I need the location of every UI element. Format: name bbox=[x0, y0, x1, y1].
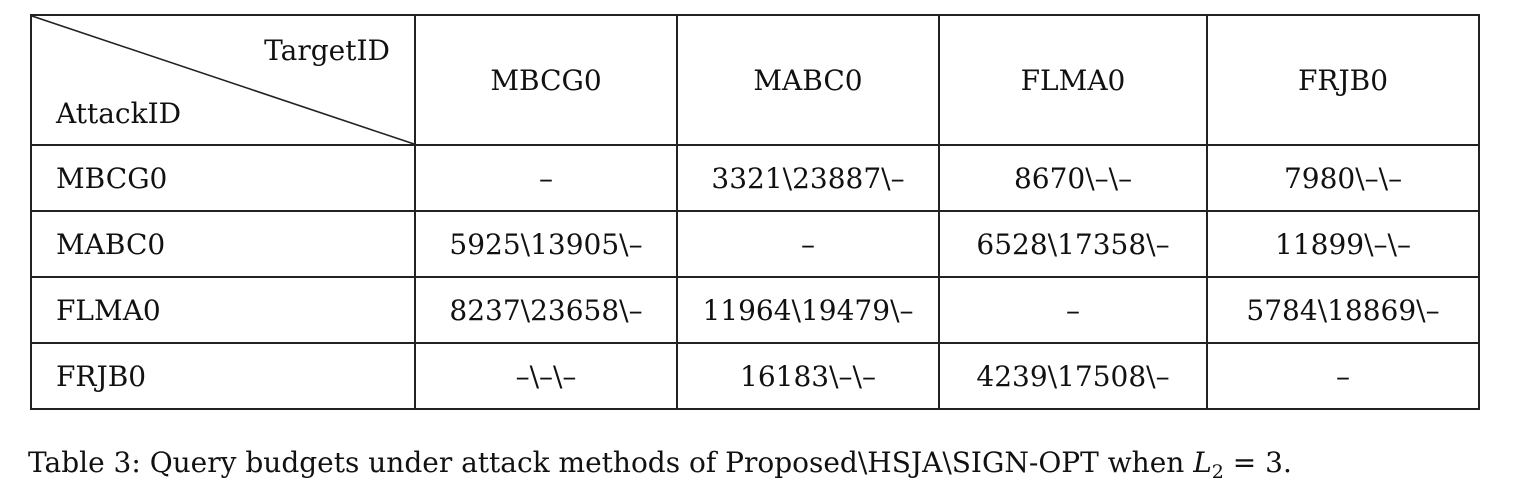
table-cell: 16183\–\– bbox=[676, 342, 940, 410]
table-row: MABC0 5925\13905\– – 6528\17358\– 11899\… bbox=[30, 210, 1480, 278]
caption-math-subscript: 2 bbox=[1211, 461, 1224, 483]
caption-math-rest: = 3. bbox=[1223, 446, 1292, 479]
attack-id-label: AttackID bbox=[56, 97, 182, 130]
row-label: MBCG0 bbox=[30, 144, 416, 212]
table-cell: – bbox=[938, 276, 1208, 344]
table-cell: 7980\–\– bbox=[1206, 144, 1480, 212]
table-cell: 8670\–\– bbox=[938, 144, 1208, 212]
table-cell: –\–\– bbox=[414, 342, 678, 410]
table-cell: 3321\23887\– bbox=[676, 144, 940, 212]
table-header-row: TargetID AttackID MBCG0 MABC0 FLMA0 FRJB… bbox=[30, 14, 1480, 146]
row-label: FRJB0 bbox=[30, 342, 416, 410]
column-header: MABC0 bbox=[676, 14, 940, 146]
table-cell: 11964\19479\– bbox=[676, 276, 940, 344]
table-cell: – bbox=[676, 210, 940, 278]
caption-math-variable: L bbox=[1193, 446, 1212, 479]
table-cell: 8237\23658\– bbox=[414, 276, 678, 344]
table-cell: 4239\17508\– bbox=[938, 342, 1208, 410]
table-cell: 5784\18869\– bbox=[1206, 276, 1480, 344]
table-cell: – bbox=[1206, 342, 1480, 410]
row-label: FLMA0 bbox=[30, 276, 416, 344]
results-table: TargetID AttackID MBCG0 MABC0 FLMA0 FRJB… bbox=[30, 14, 1480, 410]
diagonal-divider bbox=[32, 16, 414, 144]
table-cell: 5925\13905\– bbox=[414, 210, 678, 278]
corner-cell: TargetID AttackID bbox=[30, 14, 416, 146]
target-id-label: TargetID bbox=[264, 34, 390, 67]
table-row: FLMA0 8237\23658\– 11964\19479\– – 5784\… bbox=[30, 276, 1480, 344]
table-cell: – bbox=[414, 144, 678, 212]
table-caption: Table 3: Query budgets under attack meth… bbox=[28, 446, 1292, 483]
caption-text: Table 3: Query budgets under attack meth… bbox=[28, 446, 1194, 479]
column-header: MBCG0 bbox=[414, 14, 678, 146]
row-label: MABC0 bbox=[30, 210, 416, 278]
table-row: MBCG0 – 3321\23887\– 8670\–\– 7980\–\– bbox=[30, 144, 1480, 212]
table-row: FRJB0 –\–\– 16183\–\– 4239\17508\– – bbox=[30, 342, 1480, 410]
results-table-container: TargetID AttackID MBCG0 MABC0 FLMA0 FRJB… bbox=[30, 14, 1480, 410]
table-cell: 6528\17358\– bbox=[938, 210, 1208, 278]
column-header: FLMA0 bbox=[938, 14, 1208, 146]
column-header: FRJB0 bbox=[1206, 14, 1480, 146]
table-cell: 11899\–\– bbox=[1206, 210, 1480, 278]
